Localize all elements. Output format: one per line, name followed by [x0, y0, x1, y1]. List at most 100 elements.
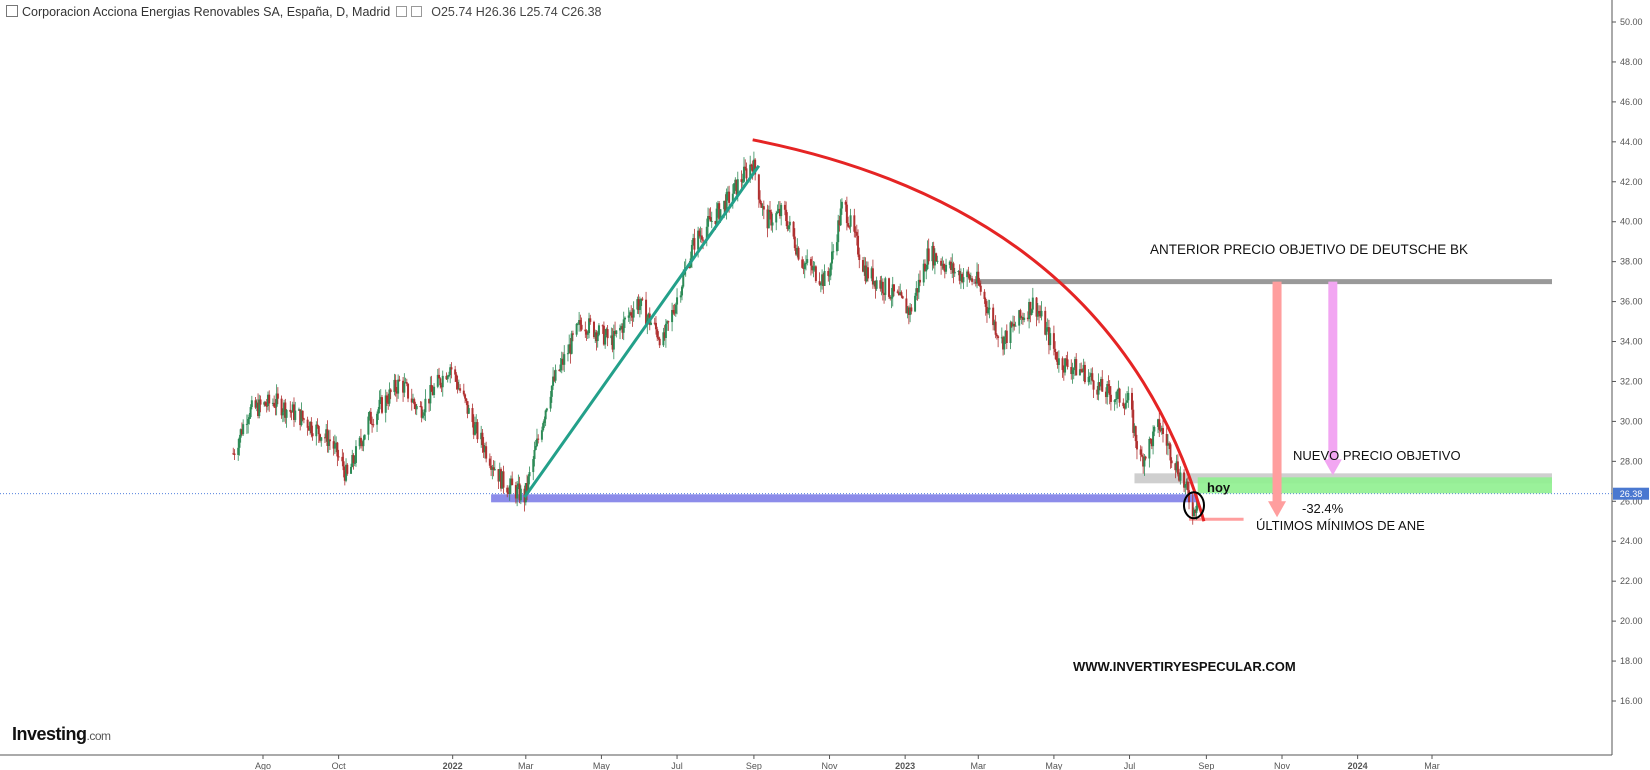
candle-body: [404, 382, 407, 384]
y-tick-label: 50.00: [1620, 17, 1643, 27]
candle-body: [480, 432, 483, 440]
candle-body: [822, 274, 825, 286]
candle-body: [1071, 370, 1074, 375]
candle-body: [1114, 399, 1117, 401]
candle-body: [987, 309, 990, 314]
candle-body: [766, 209, 769, 229]
candle-body: [740, 179, 743, 182]
candle-body: [1092, 380, 1095, 390]
candle-body: [407, 383, 410, 399]
candle-body: [714, 220, 717, 225]
candle-body: [710, 220, 713, 222]
candle-body: [771, 222, 774, 226]
candle-body: [358, 437, 361, 447]
candle-body: [697, 230, 700, 250]
candle-body: [285, 409, 288, 418]
candle-body: [819, 284, 822, 286]
candle-body: [414, 404, 417, 410]
last-price-tag: [1613, 487, 1649, 500]
candle-body: [945, 264, 948, 272]
candle-body: [708, 216, 711, 218]
pct-label: -32.4%: [1302, 501, 1344, 516]
candle-body: [854, 231, 857, 233]
candle-body: [787, 225, 790, 230]
candle-body: [497, 469, 500, 482]
candle-body: [632, 309, 635, 318]
settings-icon[interactable]: [395, 6, 407, 17]
candle-body: [978, 282, 981, 286]
candle-body: [1082, 364, 1085, 372]
x-tick-label: Sep: [746, 761, 762, 770]
candle-body: [1159, 429, 1162, 431]
candle-body: [563, 354, 566, 365]
candle-body: [1183, 472, 1186, 488]
support-band: [491, 494, 1198, 503]
candle-body: [311, 433, 314, 437]
candle-body: [967, 271, 970, 275]
candle-body: [1133, 426, 1136, 433]
y-tick-label: 16.00: [1620, 696, 1643, 706]
candle-body: [1047, 327, 1050, 346]
candle-body: [673, 312, 676, 314]
candle-body: [424, 398, 427, 413]
candle-body: [702, 239, 705, 241]
candle-body: [481, 432, 484, 445]
candle-body: [1045, 327, 1048, 335]
candle-body: [950, 261, 953, 271]
candle-body: [723, 200, 726, 210]
candle-body: [371, 423, 374, 425]
y-tick-label: 18.00: [1620, 656, 1643, 666]
candle-body: [516, 486, 519, 499]
candle-body: [532, 459, 535, 473]
candle-body: [663, 332, 666, 339]
candle-body: [249, 407, 252, 418]
candle-body: [403, 382, 406, 393]
candle-body: [271, 402, 274, 404]
candle-body: [476, 422, 479, 440]
candle-body: [1168, 443, 1171, 445]
candle-body: [1134, 426, 1137, 442]
candle-body: [676, 297, 679, 305]
candle-body: [1179, 472, 1182, 481]
candle-body: [881, 281, 884, 294]
collapse-icon[interactable]: [6, 5, 18, 17]
candle-body: [578, 320, 581, 324]
candle-body: [1106, 384, 1109, 398]
candle-body: [359, 437, 362, 443]
candle-body: [472, 422, 475, 435]
candle-body: [545, 408, 548, 411]
candle-body: [751, 166, 754, 172]
candle-body: [916, 288, 919, 293]
candle-body: [508, 485, 511, 494]
close-icon[interactable]: [410, 6, 422, 17]
candle-body: [353, 462, 356, 464]
candle-body: [501, 471, 504, 489]
candle-body: [621, 326, 624, 333]
candle-body: [1049, 333, 1052, 346]
candle-body: [627, 315, 630, 318]
candle-body: [483, 446, 486, 453]
candle-body: [682, 274, 685, 287]
candle-body: [394, 379, 397, 391]
candle-body: [411, 399, 414, 403]
candle-body: [976, 271, 979, 284]
candle-body: [832, 251, 835, 253]
candle-body: [1132, 409, 1135, 433]
candle-body: [959, 273, 962, 281]
candle-body: [544, 410, 547, 420]
candle-body: [733, 183, 736, 194]
candle-body: [889, 296, 892, 299]
candle-body: [1029, 302, 1032, 315]
candle-body: [436, 374, 439, 387]
candle-body: [870, 268, 873, 279]
x-tick-label: Nov: [1274, 761, 1291, 770]
candle-body: [1020, 317, 1023, 319]
candle-body: [361, 442, 364, 447]
candle-body: [992, 307, 995, 326]
candle-body: [818, 281, 821, 285]
candle-body: [1185, 481, 1188, 485]
instrument-title: Corporacion Acciona Energias Renovables …: [22, 5, 391, 19]
candle-body: [892, 284, 895, 292]
candle-body: [900, 292, 903, 297]
